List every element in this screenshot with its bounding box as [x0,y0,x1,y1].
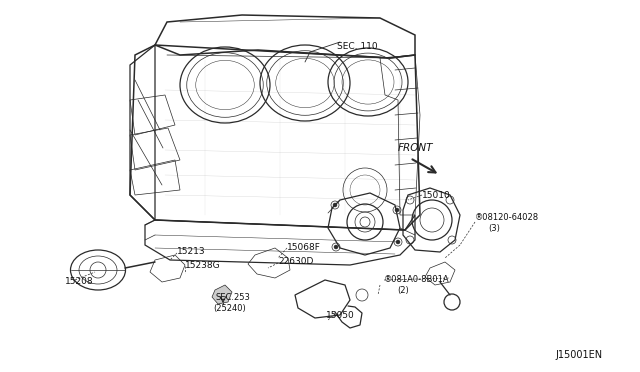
Polygon shape [212,285,232,304]
Circle shape [333,203,337,207]
Text: 15010: 15010 [422,190,451,199]
Text: FRONT: FRONT [398,143,433,153]
Text: (25240): (25240) [213,305,246,314]
Text: 15208: 15208 [65,278,93,286]
Circle shape [396,240,400,244]
Circle shape [334,245,338,249]
Text: ®081A0-8B01A: ®081A0-8B01A [384,276,450,285]
Text: J15001EN: J15001EN [555,350,602,360]
Circle shape [395,208,399,212]
Text: (2): (2) [397,285,409,295]
Text: 15213: 15213 [177,247,205,257]
Text: SEC. 110: SEC. 110 [337,42,378,51]
Text: SEC.253: SEC.253 [215,294,250,302]
Text: (3): (3) [488,224,500,232]
Text: ®08120-64028: ®08120-64028 [475,214,539,222]
Text: 22630D: 22630D [278,257,314,266]
Text: 15238G: 15238G [185,260,221,269]
Text: 15068F: 15068F [287,243,321,251]
Text: 15050: 15050 [326,311,355,320]
